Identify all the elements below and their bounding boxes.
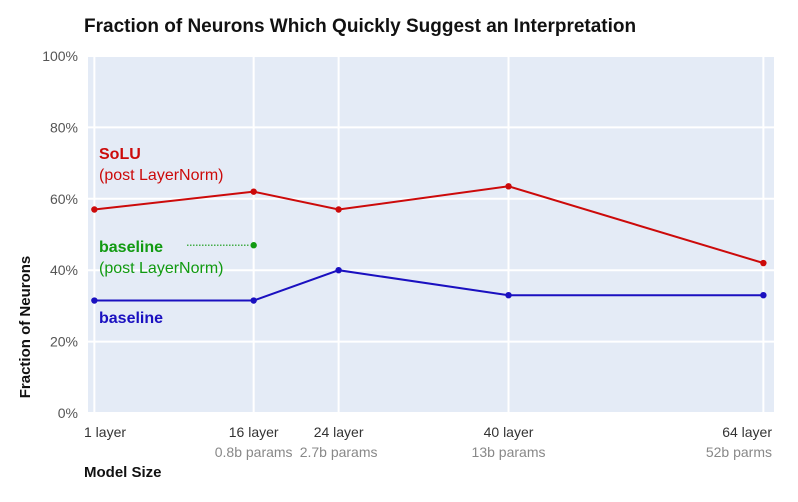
data-point-baseline	[335, 267, 342, 274]
y-tick-label: 0%	[58, 405, 78, 421]
x-tick-sublabel: 2.7b params	[300, 444, 378, 460]
x-tick-label: 64 layer	[722, 424, 772, 440]
y-tick-label: 20%	[50, 334, 78, 350]
data-point-baseline	[760, 291, 767, 299]
y-tick-label: 80%	[50, 119, 78, 135]
data-point-solu	[250, 188, 257, 195]
x-axis-title: Model Size	[84, 464, 162, 481]
plot-area	[88, 56, 774, 413]
y-tick-label: 60%	[50, 191, 78, 207]
x-tick-sublabel: 52b parms	[706, 444, 772, 460]
data-point-solu	[505, 183, 512, 190]
y-axis-title: Fraction of Neurons	[17, 256, 34, 399]
chart-title: Fraction of Neurons Which Quickly Sugges…	[84, 16, 637, 37]
data-point-baseline_post_ln	[250, 242, 257, 249]
series-label-baseline-post-ln: baseline	[99, 239, 163, 256]
data-point-baseline	[505, 291, 512, 299]
data-point-solu	[760, 259, 767, 267]
series-layer	[91, 183, 767, 304]
x-tick-sublabel: 0.8b params	[215, 444, 293, 460]
series-labels: SoLU (post LayerNorm) baseline (post LayerN…	[99, 146, 249, 327]
y-tick-labels: 0% 20% 40% 60% 80% 100%	[42, 48, 78, 421]
data-point-baseline	[91, 297, 98, 304]
series-label-solu: SoLU	[99, 146, 141, 163]
y-tick-label: 100%	[42, 48, 78, 64]
x-tick-label: 1 layer	[84, 424, 126, 440]
x-tick-sublabel: 13b params	[472, 444, 546, 460]
x-tick-label: 16 layer	[229, 424, 279, 440]
x-tick-label: 24 layer	[314, 424, 364, 440]
y-tick-label: 40%	[50, 262, 78, 278]
series-label-baseline: baseline	[99, 310, 163, 327]
x-tick-label: 40 layer	[484, 424, 534, 440]
grid-lines	[88, 55, 774, 414]
x-tick-labels: 1 layer 16 layer 0.8b params 24 layer 2.7b p…	[84, 424, 772, 460]
series-sublabel-baseline-post-ln: (post LayerNorm)	[99, 260, 223, 277]
data-point-solu	[335, 206, 342, 213]
data-point-baseline	[250, 297, 257, 304]
series-sublabel-solu: (post LayerNorm)	[99, 167, 223, 184]
data-point-solu	[91, 206, 98, 213]
